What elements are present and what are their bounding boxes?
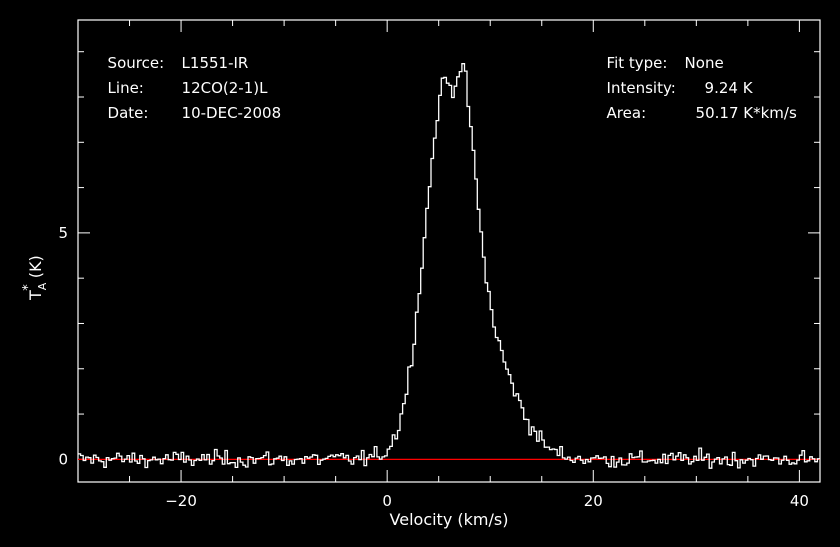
line-label: Line: xyxy=(107,79,144,97)
fit-type-row: Fit type: None xyxy=(597,36,724,72)
y-tick-label: 0 xyxy=(58,450,68,468)
axis-tick-labels: −20 0 20 40 0 5 xyxy=(58,224,808,510)
date-row: Date: 10-DEC-2008 xyxy=(98,86,282,122)
line-row: Line: 12CO(2-1)L xyxy=(98,61,268,97)
svg-text:TA*(K): TA* (K) xyxy=(21,255,49,301)
area-row: Area: 50.17 K*km/s xyxy=(597,86,797,122)
source-label: Source: xyxy=(107,54,165,72)
area-label: Area: xyxy=(606,104,647,122)
fit-type-value: None xyxy=(684,54,724,72)
line-value: 12CO(2-1)L xyxy=(181,79,268,97)
intensity-label: Intensity: xyxy=(606,79,676,97)
source-row: Source: L1551-IR xyxy=(98,36,249,72)
y-label-sup: * xyxy=(21,284,36,291)
date-value: 10-DEC-2008 xyxy=(181,104,282,122)
intensity-row: Intensity: 9.24 K xyxy=(597,61,753,97)
source-value: L1551-IR xyxy=(181,54,249,72)
y-axis-label: TA* (K) xyxy=(21,255,49,301)
x-tick-label: 0 xyxy=(382,492,392,510)
x-axis-label: Velocity (km/s) xyxy=(390,510,509,529)
y-tick-label: 5 xyxy=(58,224,68,242)
y-label-sub: A xyxy=(36,282,49,290)
date-label: Date: xyxy=(107,104,149,122)
x-tick-label: −20 xyxy=(165,492,197,510)
x-tick-label: 20 xyxy=(584,492,603,510)
y-label-main: T xyxy=(26,290,45,301)
spectrum-series xyxy=(78,63,820,469)
x-tick-label: 40 xyxy=(790,492,809,510)
plot-frame xyxy=(77,19,821,483)
y-label-unit: (K) xyxy=(26,255,45,278)
fit-type-label: Fit type: xyxy=(606,54,668,72)
area-value: 50.17 K*km/s xyxy=(695,104,797,122)
intensity-value: 9.24 K xyxy=(704,79,753,97)
axis-ticks xyxy=(77,20,820,482)
